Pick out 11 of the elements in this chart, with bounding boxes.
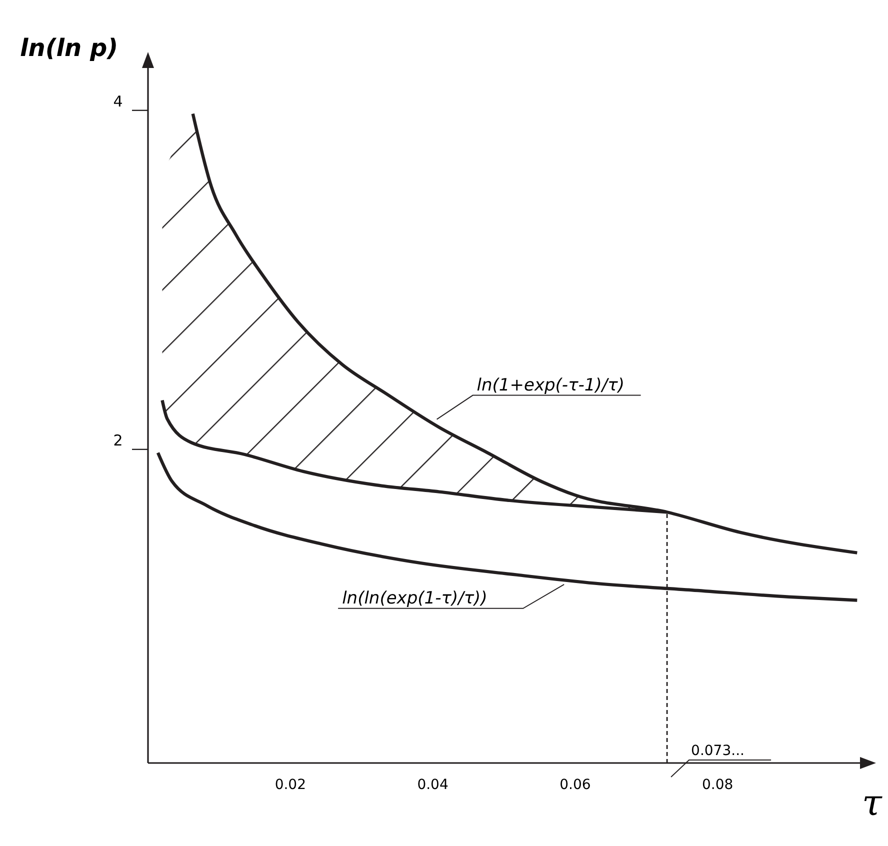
x-axis-title: τ bbox=[862, 783, 883, 824]
x-tick-label: 0.04 bbox=[417, 777, 448, 793]
ref-line-label: 0.073... bbox=[691, 743, 744, 759]
y-tick-label: 2 bbox=[113, 431, 123, 450]
series-label: ln(ln(exp(1-τ)/τ)) bbox=[342, 588, 488, 608]
x-tick-label: 0.08 bbox=[702, 777, 734, 793]
x-tick-label: 0.02 bbox=[274, 777, 306, 793]
text: ln(1+exp(-τ-1)/τ) bbox=[476, 375, 624, 396]
y-axis-title: ln(ln p) bbox=[20, 34, 118, 62]
y-tick-label: 4 bbox=[113, 92, 123, 110]
x-tick-label: 0.06 bbox=[560, 777, 591, 793]
